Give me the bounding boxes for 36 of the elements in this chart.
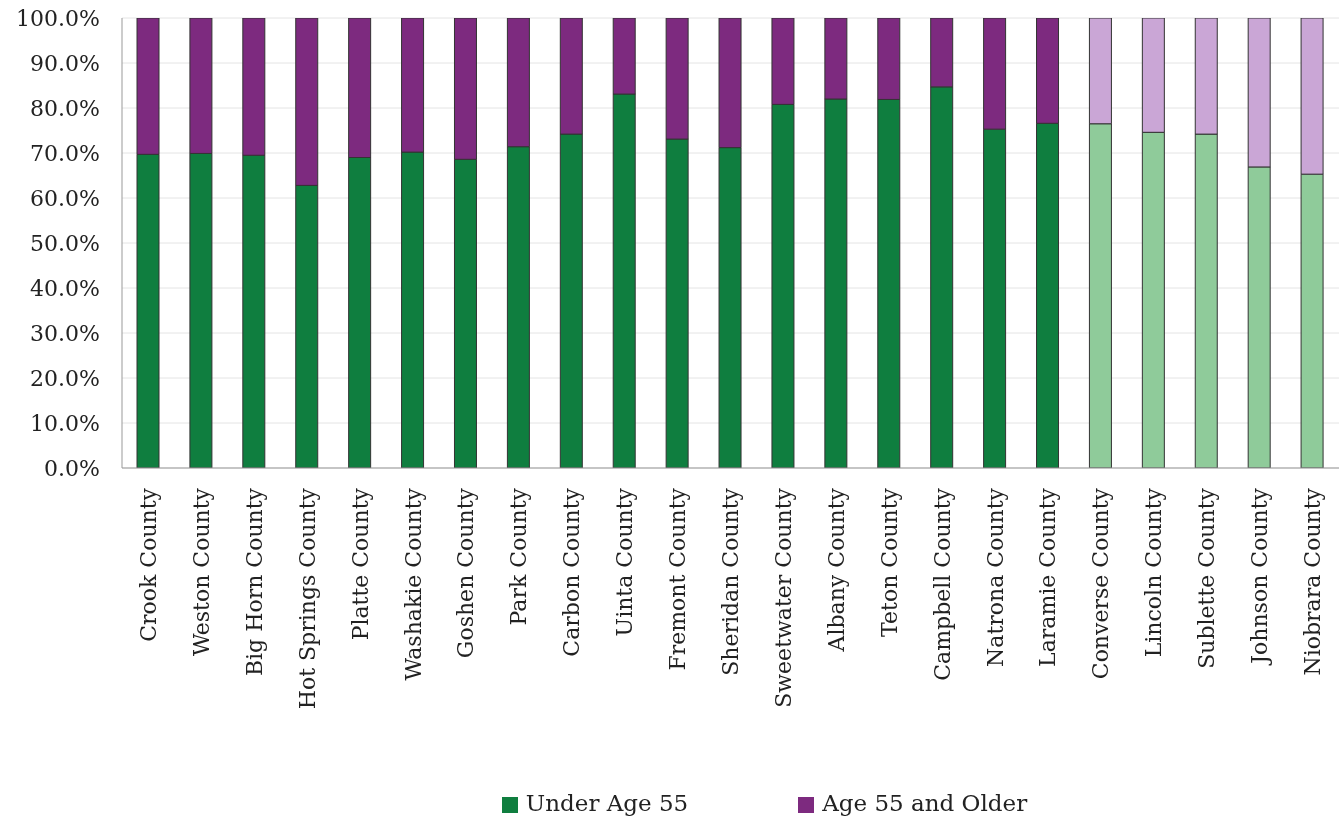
y-tick-label: 0.0%: [44, 455, 100, 481]
legend-label: Age 55 and Older: [822, 790, 1028, 816]
y-tick-label: 10.0%: [30, 410, 100, 436]
x-tick-label: Sublette County: [1194, 487, 1220, 669]
x-tick-label: Park County: [506, 487, 532, 626]
x-tick-label: Weston County: [188, 487, 214, 657]
x-tick-label: Converse County: [1088, 487, 1114, 680]
x-tick-label: Natrona County: [982, 487, 1008, 667]
x-tick-label: Carbon County: [559, 487, 585, 657]
y-tick-label: 50.0%: [30, 230, 100, 256]
legend-label: Under Age 55: [525, 790, 689, 816]
x-tick-label: Albany County: [823, 487, 849, 653]
y-tick-label: 20.0%: [30, 365, 100, 391]
x-tick-label: Niobrara County: [1300, 487, 1326, 676]
x-tick-label: Goshen County: [453, 487, 479, 659]
y-tick-label: 90.0%: [30, 50, 100, 76]
x-tick-label: Johnson County: [1247, 487, 1273, 666]
x-tick-label: Campbell County: [929, 487, 955, 681]
y-tick-label: 70.0%: [30, 140, 100, 166]
y-tick-label: 30.0%: [30, 320, 100, 346]
x-tick-label: Big Horn County: [241, 487, 267, 677]
x-tick-label: Crook County: [135, 487, 161, 642]
x-tick-label: Platte County: [347, 487, 373, 641]
x-tick-label: Teton County: [876, 487, 902, 637]
x-tick-label: Hot Springs County: [294, 487, 320, 710]
x-tick-label: Laramie County: [1035, 487, 1061, 667]
x-tick-label: Lincoln County: [1141, 487, 1167, 658]
y-tick-label: 40.0%: [30, 275, 100, 301]
y-tick-label: 100.0%: [16, 5, 100, 31]
x-tick-label: Sheridan County: [718, 487, 743, 676]
y-tick-label: 60.0%: [30, 185, 100, 211]
x-tick-label: Sweetwater County: [770, 487, 796, 708]
x-tick-label: Washakie County: [400, 487, 426, 681]
x-tick-label: Fremont County: [665, 487, 691, 671]
x-tick-label: Uinta County: [612, 487, 638, 637]
y-tick-label: 80.0%: [30, 95, 100, 121]
